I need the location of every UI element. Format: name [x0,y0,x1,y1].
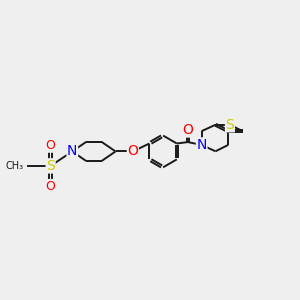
Text: O: O [128,144,138,158]
Text: O: O [46,139,56,152]
Text: N: N [196,138,207,152]
Text: O: O [182,123,193,137]
Text: S: S [226,118,234,132]
Text: O: O [46,180,56,193]
Text: S: S [46,159,55,173]
Text: N: N [67,144,77,158]
Text: CH₃: CH₃ [6,161,24,171]
